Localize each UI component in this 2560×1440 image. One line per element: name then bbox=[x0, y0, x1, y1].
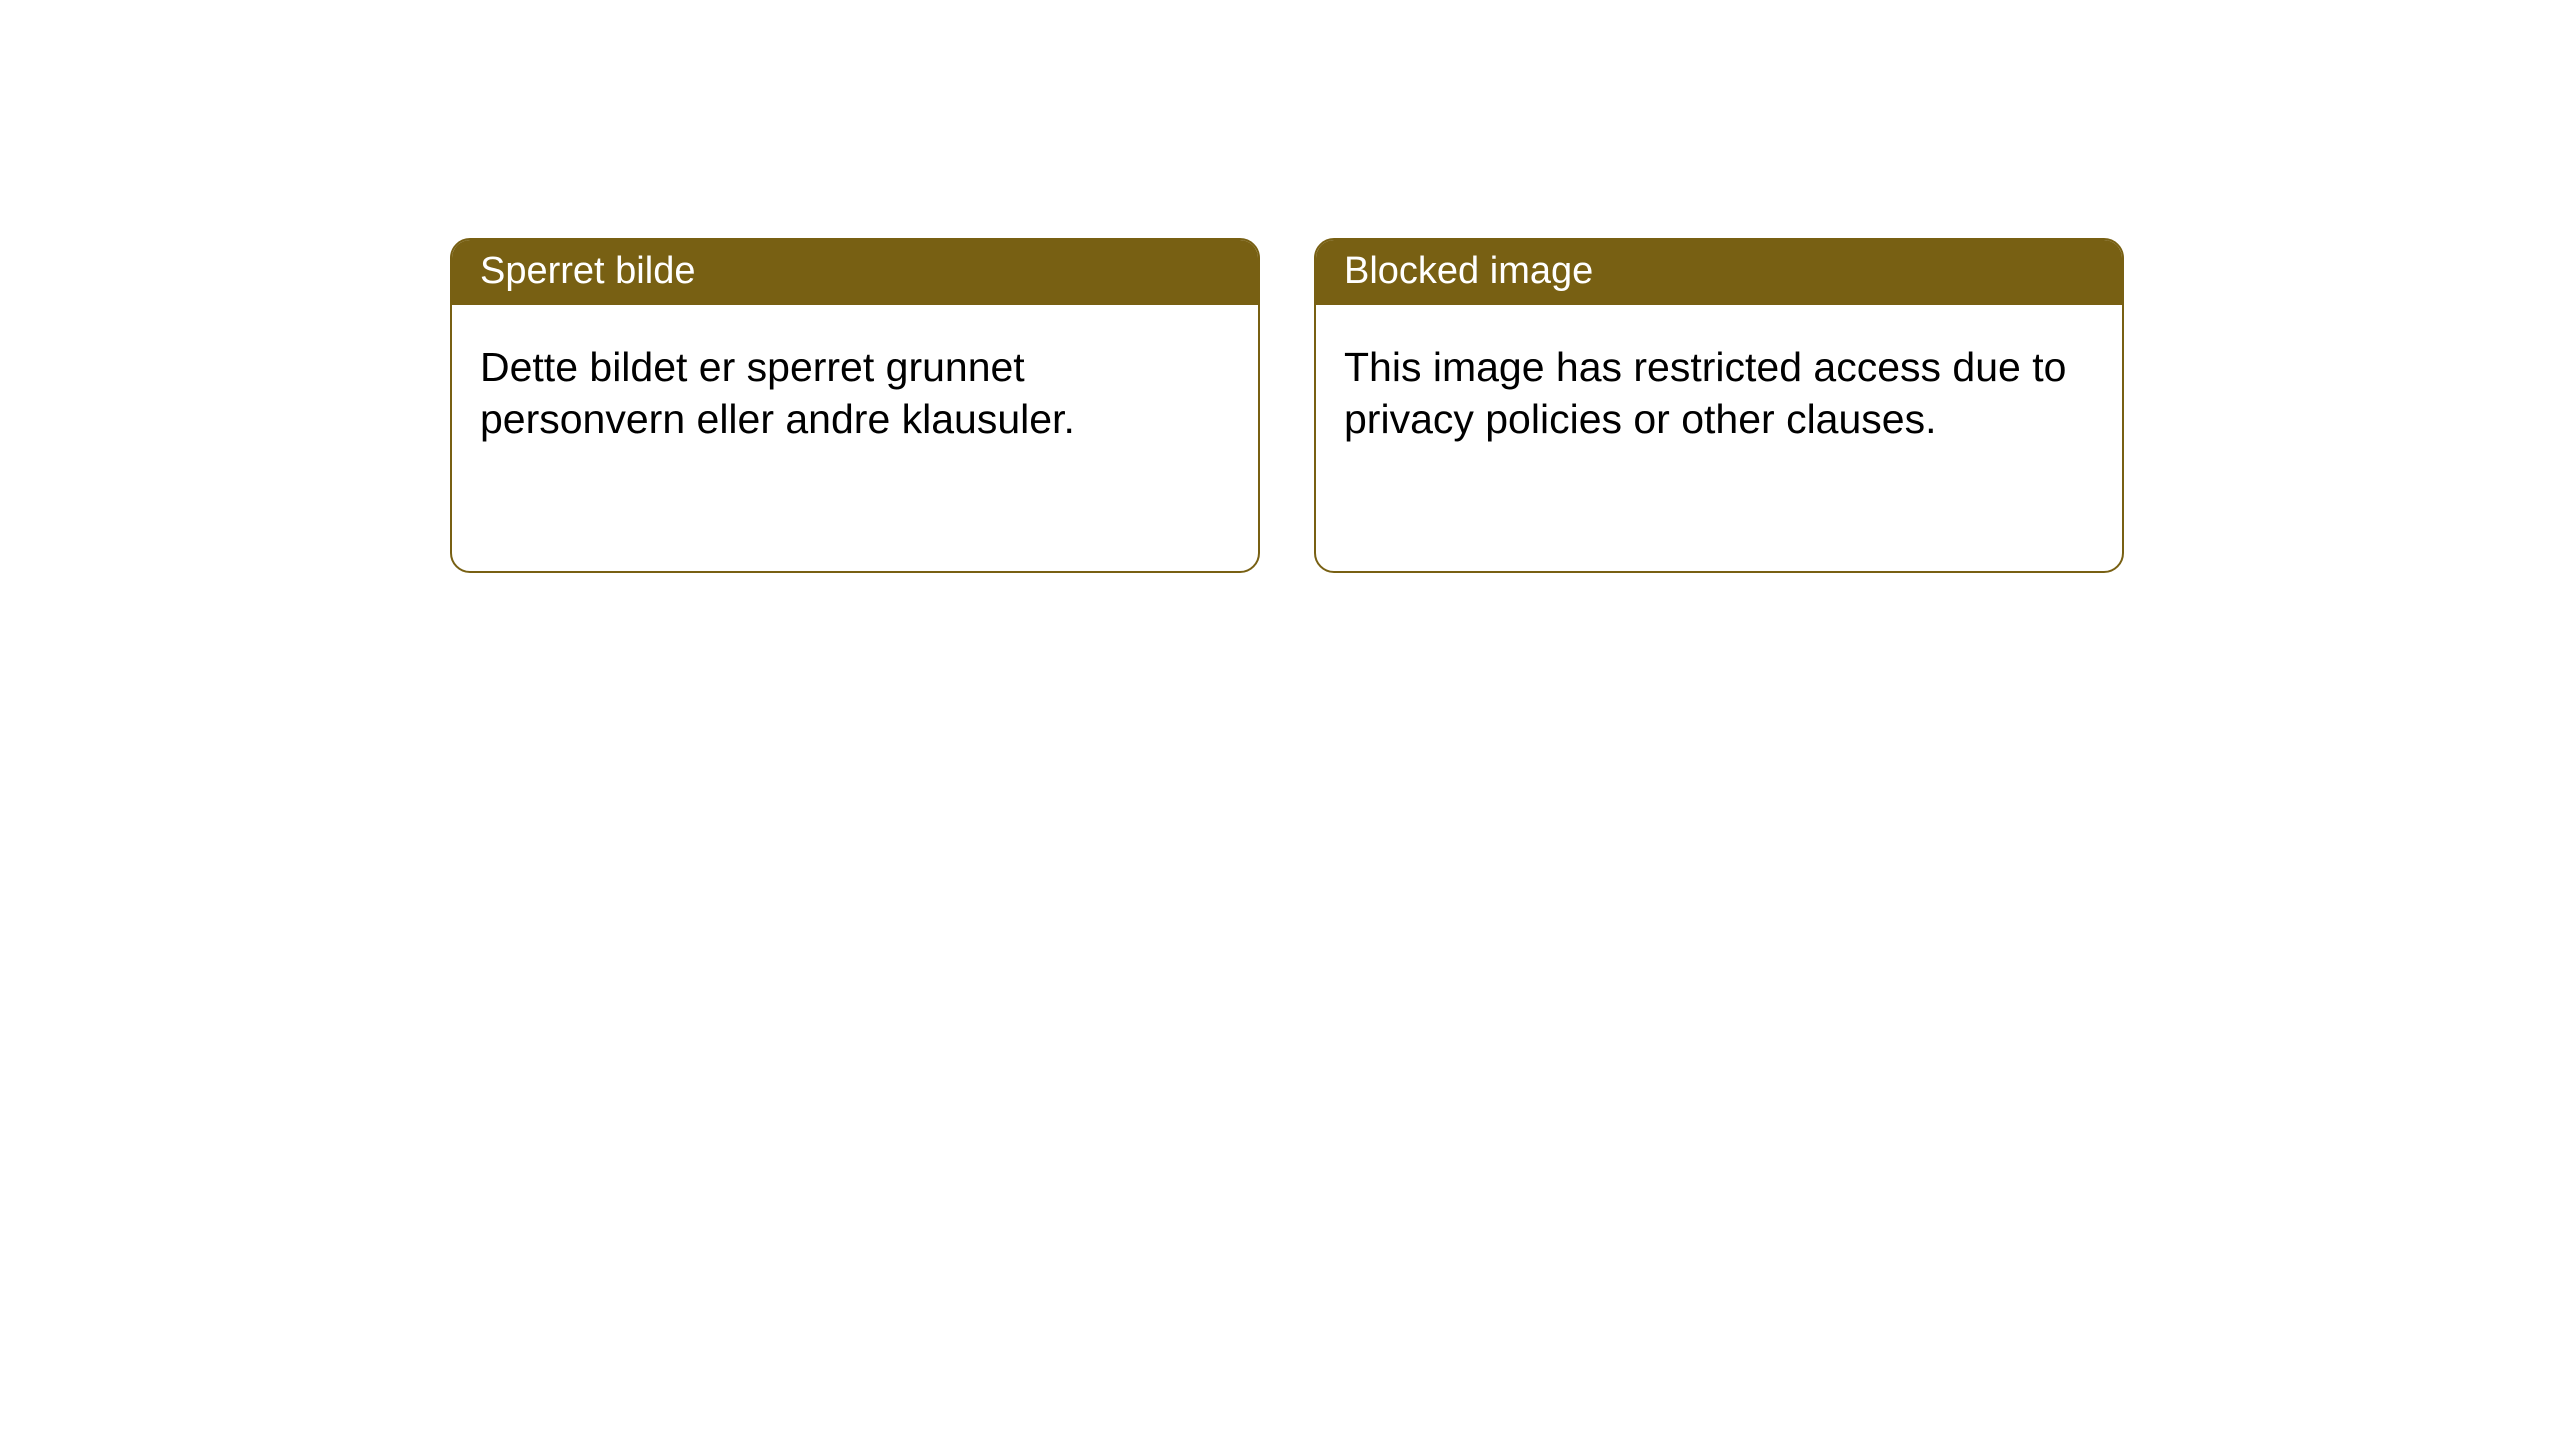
notice-header: Blocked image bbox=[1316, 240, 2122, 305]
notice-header: Sperret bilde bbox=[452, 240, 1258, 305]
notice-title: Sperret bilde bbox=[480, 250, 695, 292]
notice-body: This image has restricted access due to … bbox=[1316, 305, 2122, 481]
notice-body-text: This image has restricted access due to … bbox=[1344, 344, 2066, 442]
notice-card-english: Blocked image This image has restricted … bbox=[1314, 238, 2124, 573]
notice-body-text: Dette bildet er sperret grunnet personve… bbox=[480, 344, 1075, 442]
notice-body: Dette bildet er sperret grunnet personve… bbox=[452, 305, 1258, 481]
notice-container: Sperret bilde Dette bildet er sperret gr… bbox=[0, 0, 2560, 573]
notice-card-norwegian: Sperret bilde Dette bildet er sperret gr… bbox=[450, 238, 1260, 573]
notice-title: Blocked image bbox=[1344, 250, 1593, 292]
